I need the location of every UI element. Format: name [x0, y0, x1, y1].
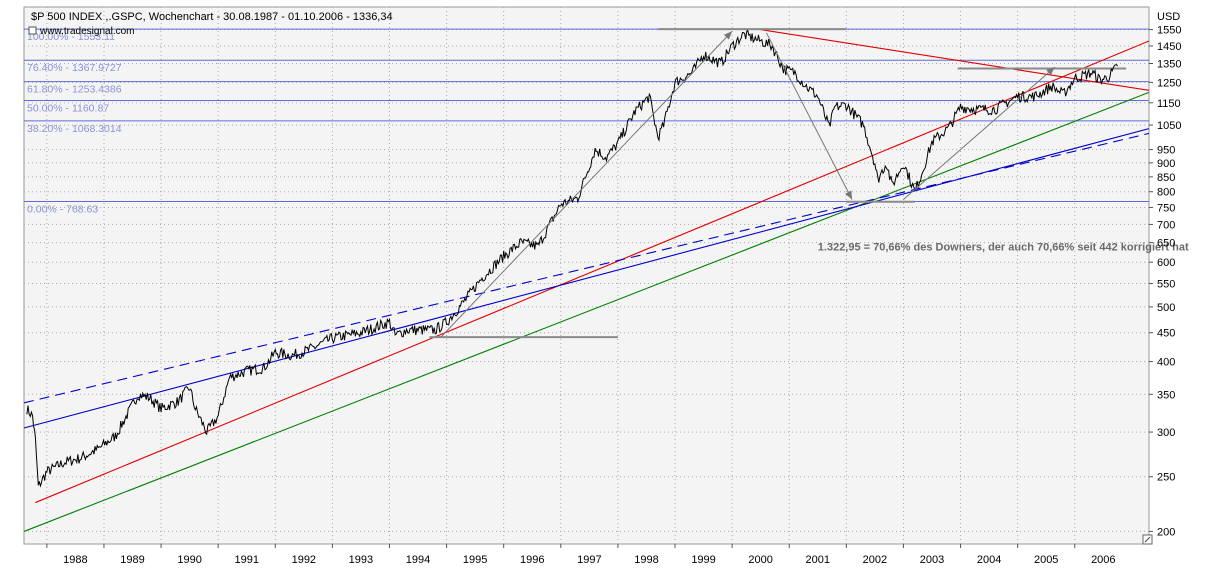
x-tick-label: 2002 — [863, 554, 887, 566]
y-tick-label: 350 — [1157, 389, 1175, 401]
x-tick-label: 1996 — [520, 554, 544, 566]
arrow-line — [440, 30, 733, 338]
plot-area — [23, 6, 1150, 545]
series-layer — [26, 29, 1118, 488]
y-tick-label: 300 — [1157, 427, 1175, 439]
price-series-line — [26, 29, 1118, 488]
y-tick-label: 1250 — [1157, 77, 1181, 89]
arrow-head — [723, 31, 733, 40]
x-tick-label: 1995 — [463, 554, 487, 566]
source-label: www.tradesignal.com — [39, 26, 134, 37]
trendline — [23, 91, 1150, 532]
y-tick-label: 700 — [1157, 219, 1175, 231]
x-tick-label: 2000 — [748, 554, 772, 566]
source-icon — [28, 26, 37, 35]
annotation-text: 1.322,95 = 70,66% des Downers, der auch … — [818, 241, 1189, 253]
y-tick-label: 1550 — [1157, 25, 1181, 37]
overlay-layer: 1.322,95 = 70,66% des Downers, der auch … — [440, 30, 1189, 338]
y-tick-label: 800 — [1157, 187, 1175, 199]
resize-grip-icon[interactable] — [1142, 534, 1153, 545]
arrow-line — [903, 66, 1056, 200]
x-tick-label: 1999 — [691, 554, 715, 566]
fib-level-label: 38.20% - 1068.3014 — [27, 123, 122, 135]
trendline — [760, 29, 1150, 91]
arrow-head — [1046, 67, 1055, 76]
fib-level-label: 61.80% - 1253.4386 — [27, 84, 122, 96]
x-tick-label: 1997 — [577, 554, 601, 566]
currency-label: USD — [1157, 11, 1180, 23]
arrow-line — [765, 32, 853, 200]
y-tick-label: 550 — [1157, 279, 1175, 291]
x-tick-label: 1989 — [120, 554, 144, 566]
y-tick-label: 200 — [1157, 526, 1175, 538]
trendlines-layer — [23, 28, 1150, 532]
x-tick-label: 1990 — [177, 554, 201, 566]
trendline — [23, 132, 1150, 404]
x-axis: 1988 1989 1990 1991 1992 1993 1994 1995 1996 1997… — [46, 544, 1116, 566]
y-tick-label: 750 — [1157, 203, 1175, 215]
x-tick-label: 2003 — [920, 554, 944, 566]
x-tick-label: 2004 — [977, 554, 1001, 566]
y-tick-label: 900 — [1157, 158, 1175, 170]
y-tick-label: 650 — [1157, 238, 1175, 250]
x-tick-label: 1998 — [634, 554, 658, 566]
x-tick-label: 1992 — [292, 554, 316, 566]
arrow-head — [845, 190, 852, 200]
fib-level-label: 76.40% - 1367.9727 — [27, 62, 122, 74]
x-tick-label: 1994 — [406, 554, 430, 566]
fib-level-label: 50.00% - 1160.87 — [27, 102, 109, 114]
y-tick-label: 250 — [1157, 472, 1175, 484]
y-tick-label: 1450 — [1157, 41, 1181, 53]
y-tick-label: 1350 — [1157, 58, 1181, 70]
y-tick-label: 850 — [1157, 172, 1175, 184]
y-tick-label: 1050 — [1157, 120, 1181, 132]
x-tick-label: 2005 — [1034, 554, 1058, 566]
x-tick-label: 2001 — [806, 554, 830, 566]
y-tick-label: 950 — [1157, 145, 1175, 157]
y-tick-label: 1150 — [1157, 98, 1181, 110]
y-tick-label: 450 — [1157, 328, 1175, 340]
grid-layer — [24, 7, 1149, 544]
x-tick-label: 1988 — [63, 554, 87, 566]
x-tick-label: 2006 — [1091, 554, 1115, 566]
y-axis: 200 250 300 350 400 450 500 550 600 650 700 750 800 8… — [1149, 25, 1181, 538]
y-tick-label: 400 — [1157, 357, 1175, 369]
fib-level-label: 0.00% - 768.63 — [27, 204, 98, 216]
fibonacci-levels: 100.00% - 1553.11 76.40% - 1367.9727 61.80… — [24, 28, 1149, 216]
trendline — [35, 40, 1150, 504]
y-tick-label: 600 — [1157, 257, 1175, 269]
y-tick-label: 500 — [1157, 302, 1175, 314]
x-tick-label: 1993 — [349, 554, 373, 566]
chart-title: $P 500 INDEX ,.GSPC, Wochenchart - 30.08… — [31, 11, 393, 23]
fib-level-label: 100.00% - 1553.11 — [27, 31, 115, 43]
x-tick-label: 1991 — [234, 554, 258, 566]
